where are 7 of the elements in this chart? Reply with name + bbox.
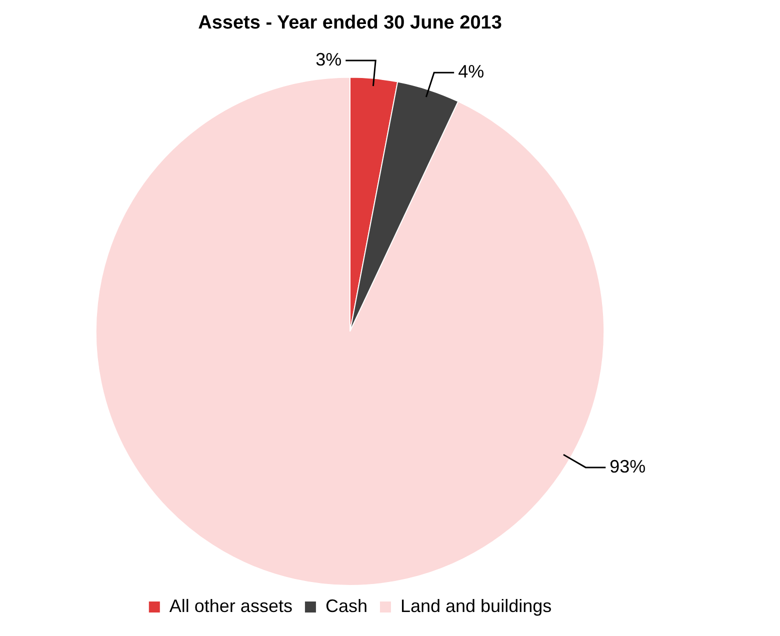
legend-label: Cash xyxy=(325,596,368,616)
chart-title: Assets - Year ended 30 June 2013 xyxy=(198,12,502,34)
data-label: 93% xyxy=(610,456,646,476)
legend-label: All other assets xyxy=(169,596,292,616)
legend-label: Land and buildings xyxy=(400,596,552,616)
data-label: 3% xyxy=(316,49,342,70)
data-label: 4% xyxy=(458,62,484,82)
